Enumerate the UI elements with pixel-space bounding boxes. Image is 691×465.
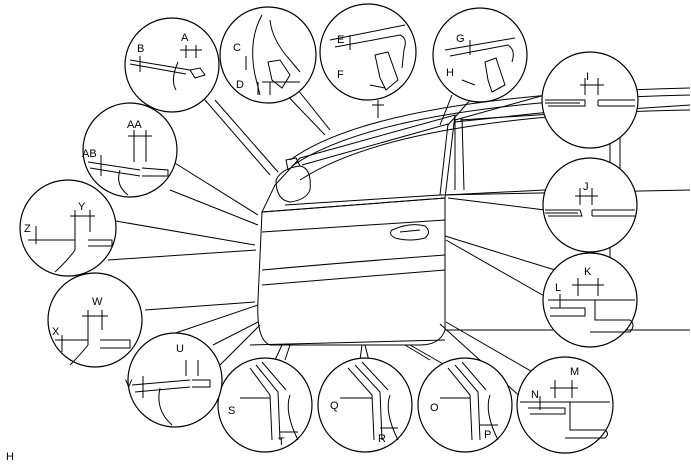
detail-m-n: M N <box>516 356 614 454</box>
detail-c-d: C D <box>219 6 317 104</box>
figure-code: H <box>6 451 14 463</box>
label-a: A <box>181 32 189 44</box>
label-n: N <box>531 389 539 401</box>
label-r: R <box>378 433 386 445</box>
label-e: E <box>337 34 344 46</box>
label-o: O <box>430 402 439 414</box>
label-i: I <box>586 71 589 83</box>
label-ab: AB <box>82 148 97 160</box>
label-g: G <box>456 33 465 45</box>
label-w: W <box>92 296 103 308</box>
front-door <box>257 114 456 346</box>
label-y: Y <box>78 201 86 213</box>
detail-o-p: O P <box>417 357 513 453</box>
detail-aa-ab: AA AB <box>82 102 178 198</box>
label-p: P <box>484 429 491 441</box>
detail-j: J <box>542 157 638 253</box>
detail-w-x: W X <box>47 272 143 368</box>
label-z: Z <box>24 223 31 235</box>
label-l: L <box>555 282 561 294</box>
label-k: K <box>584 266 592 278</box>
detail-s-t: S T <box>217 357 313 453</box>
label-s: S <box>228 405 235 417</box>
label-x: X <box>52 326 60 338</box>
detail-a-b: A B <box>124 17 220 113</box>
detail-u-v: U V <box>125 332 223 428</box>
label-t: T <box>278 436 285 448</box>
label-u: U <box>176 343 184 355</box>
detail-g-h: G H <box>432 7 528 103</box>
detail-q-r: Q R <box>317 357 413 453</box>
label-c: C <box>233 42 241 54</box>
detail-k-l: K L <box>542 252 638 348</box>
label-m: M <box>570 366 579 378</box>
label-v: V <box>125 378 133 390</box>
detail-e-f: E F <box>319 3 417 101</box>
label-aa: AA <box>127 119 142 131</box>
label-q: Q <box>330 400 339 412</box>
label-b: B <box>137 43 144 55</box>
side-mirror <box>275 157 311 203</box>
leader-lines <box>107 79 561 411</box>
label-d: D <box>236 79 244 91</box>
detail-y-z: Y Z <box>19 179 117 277</box>
label-f: F <box>337 69 344 81</box>
detail-i: I <box>541 51 639 149</box>
label-h: H <box>446 67 454 79</box>
label-j: J <box>583 181 589 193</box>
